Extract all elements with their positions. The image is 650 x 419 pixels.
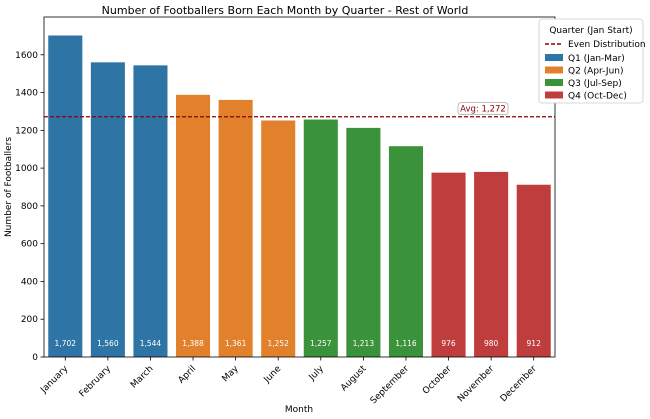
y-tick-label: 200	[21, 315, 38, 325]
legend-label: Q2 (Apr-Jun)	[568, 67, 624, 77]
bar-march	[133, 65, 168, 357]
bar-january	[48, 35, 83, 358]
bar-value-label: 1,544	[140, 339, 162, 348]
y-axis-label: Number of Footballers	[4, 137, 14, 237]
legend-title: Quarter (Jan Start)	[549, 26, 632, 36]
bar-value-label: 1,361	[225, 339, 247, 348]
x-tick-label: April	[177, 364, 199, 386]
x-tick-label: March	[129, 364, 155, 390]
x-axis-label: Month	[285, 405, 313, 415]
y-axis: 0 200 400 600 800 1000 1200 1400 1600	[15, 51, 44, 363]
bar-may	[218, 99, 253, 357]
bar-october	[431, 172, 466, 357]
legend-label: Q1 (Jan-Mar)	[568, 54, 625, 64]
legend-swatch	[545, 66, 563, 74]
y-tick-label: 800	[21, 202, 38, 212]
y-tick-label: 1000	[15, 164, 38, 174]
bar-july	[303, 119, 338, 357]
y-tick-label: 1400	[15, 89, 38, 99]
x-tick-label: May	[221, 364, 242, 385]
y-tick-label: 1200	[15, 126, 38, 136]
reference-annotation-box	[457, 102, 509, 116]
legend-box	[538, 18, 644, 104]
bar-value-label: 1,257	[310, 339, 332, 348]
bar-december	[516, 184, 551, 357]
bar-september	[388, 146, 423, 357]
plot-frame	[43, 16, 556, 358]
x-tick-label: July	[307, 364, 327, 384]
bar-value-label: 976	[441, 339, 456, 348]
y-tick-label: 0	[32, 353, 38, 363]
bars-layer: 1,702 1,560 1,544 1,388 1,361 1,252 1,257 1,213…	[48, 35, 551, 358]
y-tick-label: 600	[21, 240, 38, 250]
x-tick-label: January	[39, 364, 71, 396]
x-tick-label: June	[262, 364, 284, 386]
legend-swatch	[545, 79, 563, 86]
bar-august	[346, 127, 381, 357]
bar-february	[90, 62, 125, 357]
bar-april	[176, 94, 211, 358]
legend-label: Q4 (Oct-Dec)	[568, 92, 627, 102]
bar-value-label: 980	[484, 339, 499, 348]
bar-value-label: 1,702	[55, 339, 77, 348]
legend-swatch	[545, 91, 563, 99]
legend-reference-label: Even Distribution	[568, 40, 646, 50]
legend-swatch	[545, 54, 563, 61]
bar-november	[474, 171, 509, 357]
reference-line-layer: Avg: 1,272	[44, 102, 555, 118]
x-tick-label: November	[456, 364, 496, 404]
x-axis: January February March April May June July Augu…	[39, 357, 539, 406]
x-tick-label: December	[499, 364, 539, 404]
x-tick-label: October	[421, 364, 454, 397]
bar-value-label: 1,213	[353, 339, 375, 348]
x-tick-label: September	[369, 364, 411, 406]
y-tick-label: 400	[21, 277, 38, 287]
y-tick-label: 1600	[15, 51, 38, 61]
reference-annotation: Avg: 1,272	[460, 105, 506, 115]
bar-value-label: 1,116	[395, 339, 417, 348]
legend-items: Q1 (Jan-Mar) Q2 (Apr-Jun) Q3 (Jul-Sep) Q4 (…	[545, 54, 627, 102]
bar-value-label: 1,560	[97, 339, 119, 348]
bar-value-label: 912	[527, 339, 542, 348]
chart-title: Number of Footballers Born Each Month by…	[102, 4, 469, 17]
legend: Quarter (Jan Start) Even Distribution Q1…	[538, 18, 646, 104]
bar-value-label: 1,252	[267, 339, 289, 348]
x-tick-label: February	[78, 364, 114, 400]
bar-june	[261, 120, 296, 357]
x-tick-label: August	[339, 364, 369, 394]
bar-value-label: 1,388	[182, 339, 204, 348]
legend-label: Q3 (Jul-Sep)	[568, 79, 622, 89]
